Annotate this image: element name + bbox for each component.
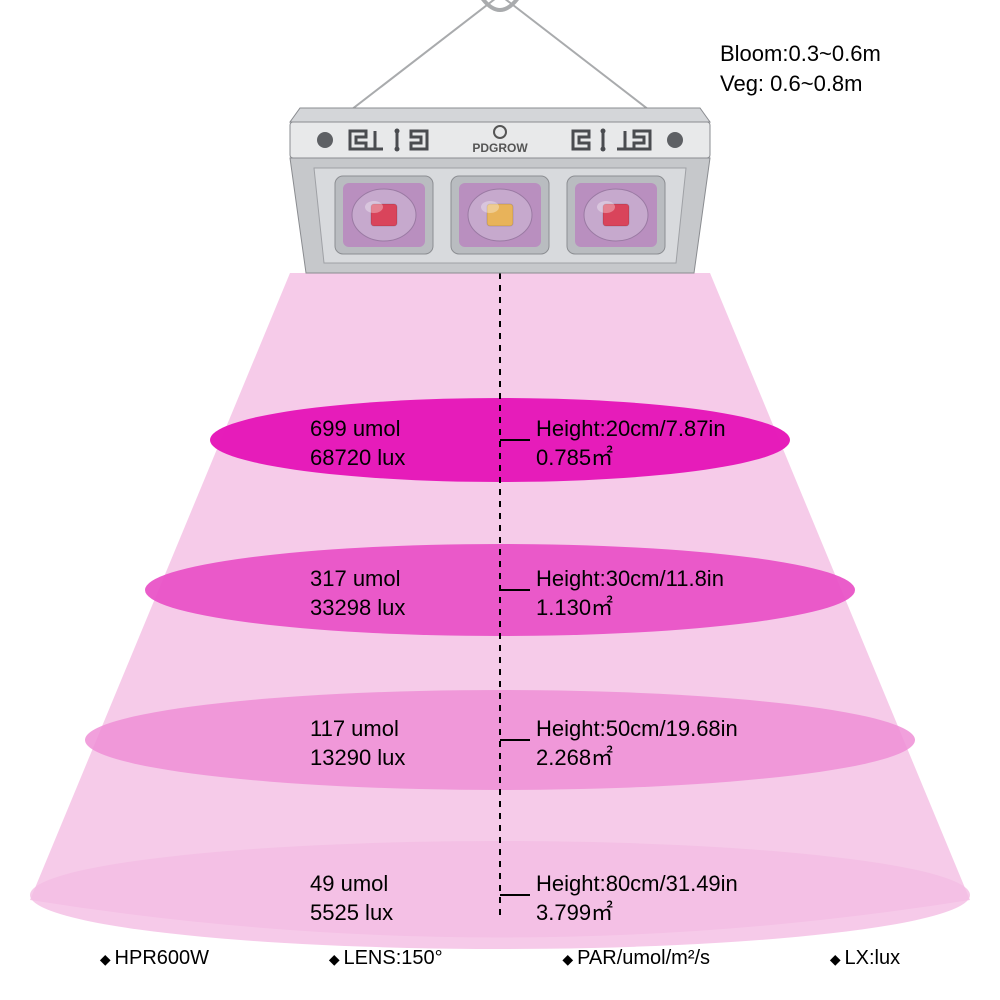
height-value: Height:50cm/19.68in [536, 715, 738, 744]
height-value: Height:20cm/7.87in [536, 415, 726, 444]
umol-value: 317 umol [310, 565, 405, 594]
footer-legend: HPR600W LENS:150° PAR/umol/m²/s LX:lux [0, 947, 1000, 970]
level-3-left: 49 umol5525 lux [310, 870, 393, 927]
veg-range-text: Veg: 0.6~0.8m [720, 70, 863, 99]
lux-value: 68720 lux [310, 444, 405, 473]
level-0-left: 699 umol68720 lux [310, 415, 405, 472]
bloom-range-text: Bloom:0.3~0.6m [720, 40, 881, 69]
level-3-right: Height:80cm/31.49in3.799㎡ [536, 870, 738, 927]
area-value: 2.268㎡ [536, 744, 738, 773]
level-1-right: Height:30cm/11.8in1.130㎡ [536, 565, 724, 622]
area-value: 0.785㎡ [536, 444, 726, 473]
footer-lens: LENS:150° [329, 947, 443, 970]
level-2-left: 117 umol13290 lux [310, 715, 405, 772]
lux-value: 33298 lux [310, 594, 405, 623]
umol-value: 699 umol [310, 415, 405, 444]
level-1-left: 317 umol33298 lux [310, 565, 405, 622]
height-value: Height:80cm/31.49in [536, 870, 738, 899]
area-value: 1.130㎡ [536, 594, 724, 623]
svg-text:PDGROW: PDGROW [472, 141, 528, 155]
footer-lx: LX:lux [830, 947, 900, 970]
umol-value: 117 umol [310, 715, 405, 744]
infographic-stage: PDGROW Bloom:0.3~0.6m Veg: 0.6~0.8m 699 … [0, 0, 1000, 1000]
area-value: 3.799㎡ [536, 899, 738, 928]
diagram-svg: PDGROW [0, 0, 1000, 1000]
level-0-right: Height:20cm/7.87in0.785㎡ [536, 415, 726, 472]
footer-par: PAR/umol/m²/s [562, 947, 710, 970]
height-value: Height:30cm/11.8in [536, 565, 724, 594]
footer-model: HPR600W [100, 947, 209, 970]
level-2-right: Height:50cm/19.68in2.268㎡ [536, 715, 738, 772]
umol-value: 49 umol [310, 870, 393, 899]
lux-value: 5525 lux [310, 899, 393, 928]
lux-value: 13290 lux [310, 744, 405, 773]
